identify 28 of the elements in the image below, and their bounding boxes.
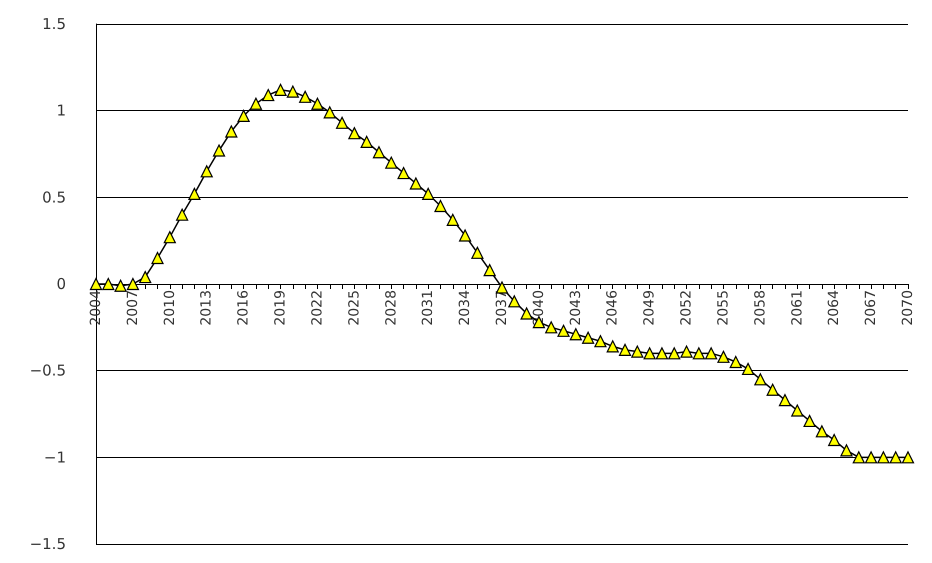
x-tick-label: 2028 bbox=[383, 290, 400, 326]
x-tick-label: 2043 bbox=[568, 290, 584, 326]
x-tick-label: 2034 bbox=[457, 290, 474, 326]
x-tick-label: 2055 bbox=[715, 290, 732, 326]
x-tick-label: 2025 bbox=[346, 290, 362, 326]
x-tick-label: 2064 bbox=[826, 290, 842, 326]
y-tick-label: 1 bbox=[56, 102, 66, 120]
x-tick-label: 2004 bbox=[88, 290, 104, 326]
x-tick-label: 2031 bbox=[420, 290, 436, 326]
x-tick-label: 2010 bbox=[162, 290, 178, 326]
y-tick-label: 1.5 bbox=[42, 15, 66, 33]
x-tick-label: 2067 bbox=[863, 290, 880, 326]
x-tick-label: 2046 bbox=[604, 290, 621, 326]
x-tick-label: 2049 bbox=[642, 290, 658, 326]
y-tick-label: 0 bbox=[56, 275, 66, 293]
x-tick-label: 2058 bbox=[752, 290, 768, 326]
x-tick-label: 2052 bbox=[678, 290, 695, 326]
x-tick-label: 2061 bbox=[789, 290, 806, 326]
y-tick-label: −1 bbox=[44, 448, 66, 466]
x-tick-label: 2022 bbox=[309, 290, 326, 326]
x-tick-label: 2070 bbox=[900, 290, 916, 326]
x-tick-label: 2007 bbox=[124, 290, 141, 326]
x-tick-label: 2016 bbox=[236, 290, 252, 326]
y-tick-label: −1.5 bbox=[30, 535, 66, 553]
x-tick-label: 2013 bbox=[198, 290, 215, 326]
x-tick-label: 2019 bbox=[272, 290, 289, 326]
y-tick-label: −0.5 bbox=[30, 362, 66, 380]
y-tick-label: 0.5 bbox=[42, 188, 66, 206]
